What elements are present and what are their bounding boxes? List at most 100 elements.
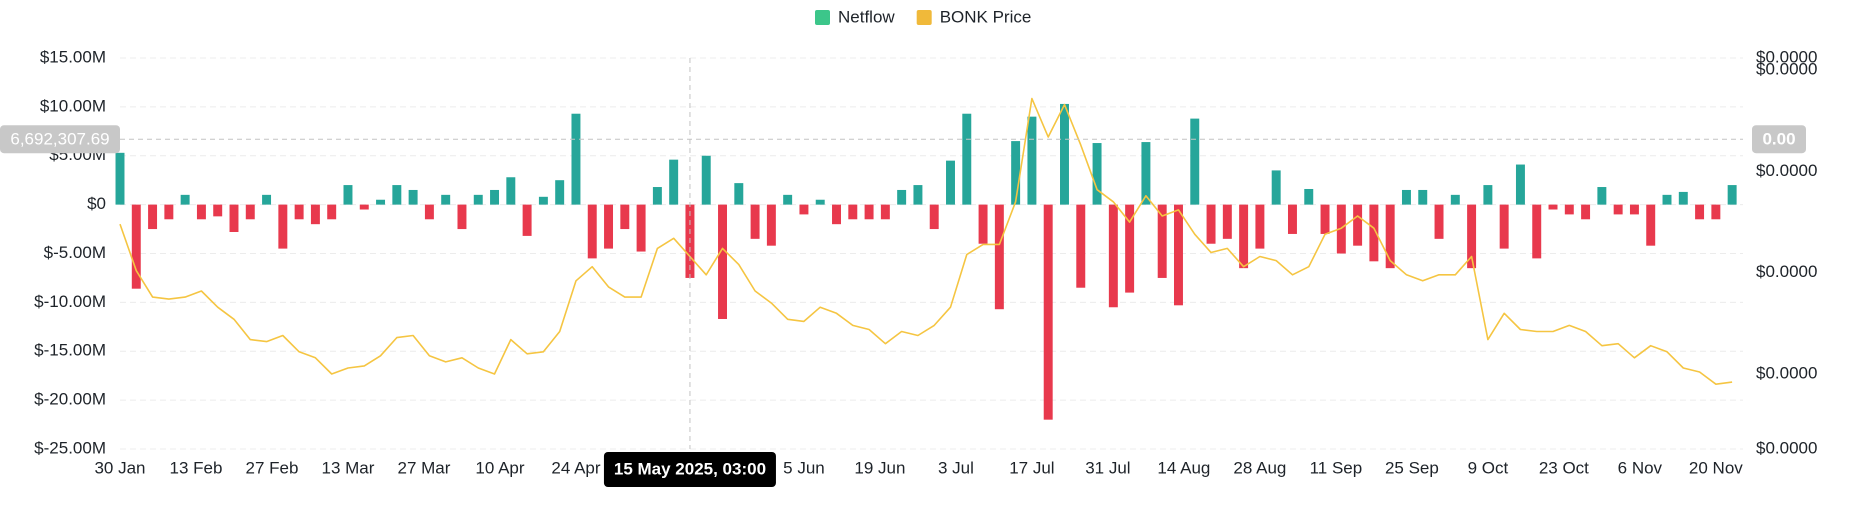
netflow-bar xyxy=(1499,204,1509,249)
x-tick-label: 11 Sep xyxy=(1310,458,1363,477)
netflow-bar xyxy=(652,187,662,205)
y2-tick-label: $0.0000 xyxy=(1756,262,1817,281)
crosshair-y2-badge xyxy=(1752,125,1806,154)
netflow-bar xyxy=(1287,204,1297,234)
netflow-bar xyxy=(913,185,923,205)
netflow-bar xyxy=(1483,185,1493,205)
netflow-bar xyxy=(1646,204,1656,246)
netflow-bar xyxy=(864,204,874,220)
netflow-bar xyxy=(490,189,500,205)
netflow-bar xyxy=(555,180,565,205)
netflow-bar xyxy=(832,204,841,225)
x-tick-label: 14 Aug xyxy=(1157,458,1210,477)
crosshair-y-badge xyxy=(0,125,120,154)
y2-tick-label: $0.0000 xyxy=(1756,364,1817,383)
netflow-bar xyxy=(1369,204,1379,262)
netflow-bar xyxy=(1695,204,1705,220)
netflow-bar xyxy=(1613,204,1623,215)
x-tick-label: 20 Nov xyxy=(1689,458,1743,477)
y2-tick-label: $0.0000 xyxy=(1756,60,1817,79)
netflow-bar xyxy=(750,204,760,239)
y-tick-label: $-20.00M xyxy=(34,390,106,409)
netflow-bar xyxy=(506,177,516,205)
netflow-bar xyxy=(880,204,890,220)
y-tick-label: $-15.00M xyxy=(34,341,106,360)
netflow-bar xyxy=(180,194,190,205)
netflow-bar xyxy=(978,204,988,244)
netflow-bar xyxy=(343,185,353,205)
netflow-bar xyxy=(164,204,174,220)
netflow-bar xyxy=(213,204,223,217)
y-tick-label: $-10.00M xyxy=(34,292,106,311)
netflow-bar xyxy=(1564,204,1574,215)
x-tick-label: 6 Nov xyxy=(1618,458,1663,477)
netflow-bar xyxy=(1011,141,1021,205)
legend: Netflow BONK Price xyxy=(815,7,1031,26)
netflow-bar xyxy=(1548,204,1558,210)
netflow-bar xyxy=(1304,188,1314,205)
netflow-bar xyxy=(1434,204,1444,239)
netflow-bar xyxy=(1271,170,1281,205)
y-tick-label: $10.00M xyxy=(40,96,106,115)
netflow-bar xyxy=(815,199,825,205)
netflow-bar xyxy=(571,113,581,205)
netflow-bar xyxy=(1206,204,1216,244)
netflow-bar xyxy=(441,194,451,205)
y2-tick-label: $0.0000 xyxy=(1756,161,1817,180)
x-tick-label: 10 Apr xyxy=(475,458,524,477)
netflow-bar xyxy=(196,204,206,220)
crosshair-x-badge xyxy=(603,452,776,487)
x-tick-label: 23 Oct xyxy=(1539,458,1589,477)
y-tick-label: $15.00M xyxy=(40,47,106,66)
netflow-bar xyxy=(897,189,907,205)
netflow-bar xyxy=(522,204,532,236)
x-tick-label: 25 Sep xyxy=(1385,458,1439,477)
netflow-bar xyxy=(1108,204,1118,308)
netflow-bar xyxy=(620,204,630,230)
x-tick-label: 24 Apr xyxy=(551,458,600,477)
price-line xyxy=(119,97,1733,385)
x-tick-label: 3 Jul xyxy=(938,458,974,477)
netflow-bar xyxy=(392,185,402,205)
netflow-bar xyxy=(994,204,1004,310)
netflow-bar xyxy=(262,194,272,205)
netflow-bar xyxy=(766,204,776,246)
netflow-bar xyxy=(1532,204,1542,259)
netflow-bar xyxy=(327,204,337,220)
netflow-bar xyxy=(1174,204,1183,306)
netflow-bar xyxy=(1353,204,1363,246)
netflow-bar xyxy=(278,204,288,249)
netflow-bar xyxy=(1629,204,1639,215)
y2-tick-label: $0.0000 xyxy=(1756,47,1817,66)
crosshair-y2-label: 0.00 xyxy=(1762,130,1795,149)
netflow-bar xyxy=(799,204,809,215)
netflow-bar xyxy=(1467,204,1477,269)
legend-swatch xyxy=(916,10,932,25)
netflow-bar xyxy=(962,113,972,205)
y-tick-label: $-5.00M xyxy=(44,243,106,262)
netflow-bar xyxy=(310,204,320,225)
netflow-bar xyxy=(1141,142,1151,205)
netflow-bar xyxy=(115,152,125,205)
netflow-bar xyxy=(1336,204,1346,254)
netflow-bar xyxy=(734,183,744,205)
netflow-bar xyxy=(783,194,793,205)
x-tick-label: 27 Feb xyxy=(246,458,299,477)
x-tick-label: 31 Jul xyxy=(1085,458,1130,477)
netflow-bar xyxy=(1515,164,1525,205)
netflow-bar xyxy=(1190,118,1200,205)
netflow-bar xyxy=(1581,204,1591,220)
x-tick-label: 13 Mar xyxy=(322,458,375,477)
legend-label: Netflow xyxy=(838,7,895,26)
x-tick-label: 30 Jan xyxy=(94,458,145,477)
netflow-bar xyxy=(245,204,255,220)
netflow-bar xyxy=(636,204,646,252)
netflow-bar xyxy=(718,204,727,319)
legend-swatch xyxy=(815,10,830,25)
netflow-bar xyxy=(701,155,711,205)
legend-label: BONK Price xyxy=(940,7,1032,26)
netflow-bar xyxy=(1711,204,1721,220)
netflow-bar xyxy=(1662,194,1672,205)
